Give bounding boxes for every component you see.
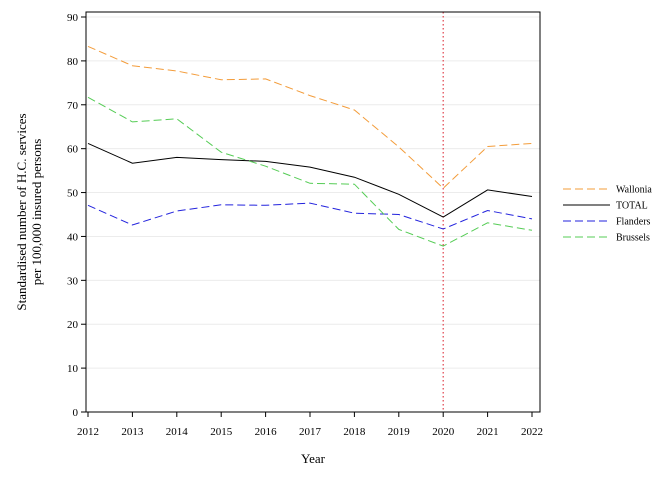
x-tick-label: 2020 <box>432 426 455 438</box>
plot-frame <box>85 11 541 413</box>
x-tick-label: 2018 <box>343 426 366 438</box>
legend-label-total: TOTAL <box>616 201 648 212</box>
y-tick-label: 80 <box>67 56 79 68</box>
x-tick-label: 2017 <box>299 426 322 438</box>
y-tick-label: 70 <box>67 100 79 112</box>
x-tick-label: 2022 <box>521 426 543 438</box>
y-axis-title-line: Standardised number of H.C. services <box>14 113 29 310</box>
y-axis-title: Standardised number of H.C. servicesper … <box>14 113 44 310</box>
series-line-wallonia <box>87 45 533 189</box>
x-tick-label: 2014 <box>166 426 189 438</box>
y-axis-title-line: per 100,000 insured persons <box>29 139 44 286</box>
series-lines <box>87 45 533 247</box>
y-axis: 0 10 20 30 40 50 60 70 80 90 <box>67 12 86 419</box>
y-tick-label: 50 <box>67 188 79 200</box>
legend: Wallonia TOTAL Flanders Brussels <box>563 185 652 244</box>
x-axis: 2012 2013 2014 2015 2016 2017 2018 2019 2020 2021… <box>77 412 543 438</box>
x-tick-label: 2016 <box>255 426 278 438</box>
y-tick-label: 40 <box>67 231 79 243</box>
series-line-flanders <box>87 202 533 230</box>
x-tick-label: 2013 <box>121 426 144 438</box>
y-tick-label: 90 <box>67 12 79 24</box>
x-tick-label: 2019 <box>388 426 411 438</box>
grid-lines <box>86 16 540 369</box>
y-tick-label: 30 <box>67 275 79 287</box>
series-line-total <box>87 142 533 218</box>
y-tick-label: 10 <box>67 363 79 375</box>
y-tick-label: 60 <box>67 144 79 156</box>
y-tick-label: 20 <box>67 319 79 331</box>
legend-label-brussels: Brussels <box>616 233 650 244</box>
x-tick-label: 2021 <box>477 426 499 438</box>
x-tick-label: 2015 <box>210 426 233 438</box>
y-tick-label: 0 <box>73 407 79 419</box>
series-line-brussels <box>87 96 533 247</box>
legend-label-flanders: Flanders <box>616 217 651 228</box>
y-axis-title-text: Standardised number of H.C. servicesper … <box>14 113 44 310</box>
legend-label-wallonia: Wallonia <box>616 185 652 196</box>
x-axis-title: Year <box>301 451 326 466</box>
x-tick-label: 2012 <box>77 426 99 438</box>
